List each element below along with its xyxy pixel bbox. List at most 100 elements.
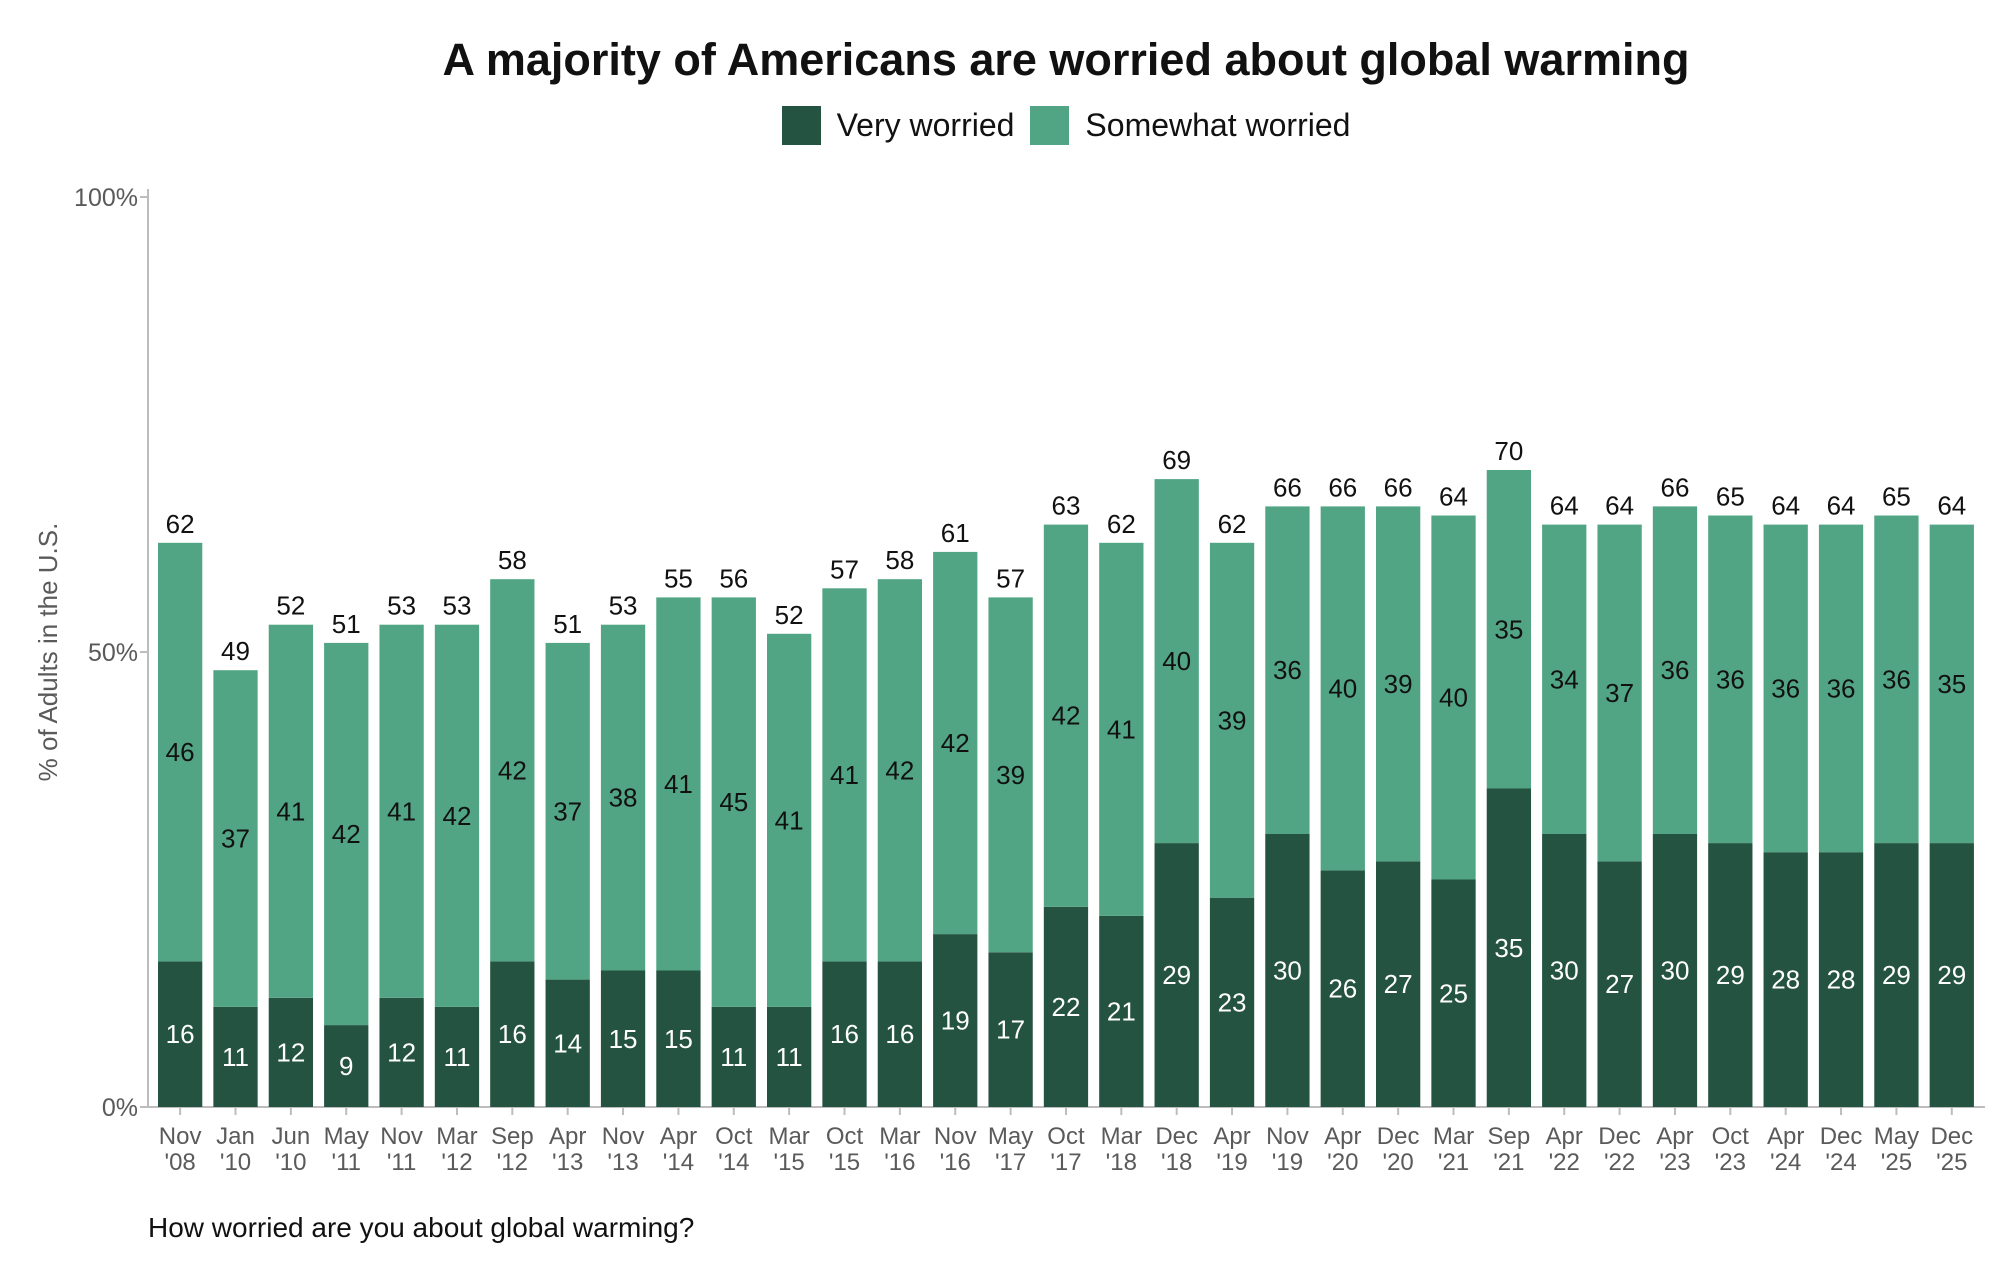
data-label-somewhat-worried: 41 xyxy=(276,796,305,826)
data-label-total: 52 xyxy=(775,600,804,630)
data-label-very-worried: 12 xyxy=(276,1037,305,1067)
x-tick-label-year: '19 xyxy=(1216,1149,1247,1176)
x-tick-label-month: Nov xyxy=(934,1123,977,1150)
data-label-somewhat-worried: 42 xyxy=(498,755,527,785)
survey-question: How worried are you about global warming… xyxy=(148,1212,695,1243)
data-label-somewhat-worried: 36 xyxy=(1827,673,1856,703)
x-tick-label-month: Sep xyxy=(1488,1123,1531,1150)
data-label-very-worried: 29 xyxy=(1716,960,1745,990)
bar-somewhat-worried xyxy=(1763,524,1808,853)
bar-somewhat-worried xyxy=(1486,470,1532,789)
x-tick-label-year: '18 xyxy=(1106,1149,1137,1176)
data-label-very-worried: 21 xyxy=(1107,996,1136,1026)
data-label-total: 66 xyxy=(1384,472,1413,502)
data-label-very-worried: 28 xyxy=(1827,965,1856,995)
bar-somewhat-worried xyxy=(1929,524,1974,844)
data-label-somewhat-worried: 40 xyxy=(1162,646,1191,676)
bar-very-worried xyxy=(1874,843,1919,1107)
x-tick-label-month: May xyxy=(988,1123,1033,1150)
x-tick-label-year: '21 xyxy=(1438,1149,1469,1176)
bar-very-worried xyxy=(933,934,978,1107)
bar-very-worried xyxy=(1652,834,1698,1107)
bar-somewhat-worried xyxy=(1209,542,1255,898)
bar-very-worried xyxy=(1154,843,1199,1107)
bar-very-worried xyxy=(1542,834,1587,1107)
bar-somewhat-worried xyxy=(1708,515,1753,844)
bar-very-worried xyxy=(213,1006,258,1107)
data-label-very-worried: 30 xyxy=(1661,956,1690,986)
data-label-total: 52 xyxy=(276,591,305,621)
x-tick-label-year: '23 xyxy=(1715,1149,1746,1176)
data-label-total: 64 xyxy=(1937,491,1966,521)
bar-somewhat-worried xyxy=(1376,506,1421,862)
bar-somewhat-worried xyxy=(822,588,867,962)
data-label-total: 61 xyxy=(941,518,970,548)
data-label-somewhat-worried: 36 xyxy=(1771,673,1800,703)
bar-somewhat-worried xyxy=(545,642,590,980)
bar-somewhat-worried xyxy=(1874,515,1919,844)
bar-somewhat-worried xyxy=(711,597,756,1007)
data-label-total: 62 xyxy=(1107,509,1136,539)
x-tick-label-year: '15 xyxy=(774,1149,805,1176)
bar-very-worried xyxy=(656,970,701,1107)
bar-somewhat-worried xyxy=(1320,506,1365,871)
data-label-total: 57 xyxy=(830,554,859,584)
x-tick-label-month: Sep xyxy=(491,1123,534,1150)
data-label-very-worried: 29 xyxy=(1937,960,1966,990)
x-tick-label-month: Dec xyxy=(1155,1123,1198,1150)
x-tick-label-year: '18 xyxy=(1161,1149,1192,1176)
data-label-very-worried: 11 xyxy=(222,1042,249,1072)
data-label-total: 63 xyxy=(1052,491,1081,521)
x-tick-label-year: '24 xyxy=(1825,1149,1856,1176)
x-tick-label-month: Oct xyxy=(1047,1123,1085,1150)
data-label-very-worried: 22 xyxy=(1052,992,1081,1022)
data-label-total: 53 xyxy=(609,591,638,621)
x-tick-label-year: '23 xyxy=(1659,1149,1690,1176)
x-tick-label-month: Nov xyxy=(380,1123,423,1150)
x-tick-label-year: '12 xyxy=(497,1149,528,1176)
data-label-very-worried: 15 xyxy=(664,1024,693,1054)
x-tick-label-month: Dec xyxy=(1820,1123,1863,1150)
data-label-very-worried: 30 xyxy=(1550,956,1579,986)
legend-item-somewhat-worried: Somewhat worried xyxy=(1030,106,1350,145)
bar-very-worried xyxy=(1376,861,1421,1107)
x-tick-label-month: Oct xyxy=(826,1123,864,1150)
bar-very-worried xyxy=(1708,843,1753,1107)
data-label-total: 53 xyxy=(387,591,416,621)
bar-somewhat-worried xyxy=(1154,479,1199,844)
data-label-somewhat-worried: 37 xyxy=(221,824,250,854)
legend-swatch-somewhat-worried xyxy=(1030,106,1070,145)
data-label-somewhat-worried: 42 xyxy=(443,801,472,831)
bar-very-worried xyxy=(1320,870,1365,1107)
data-label-very-worried: 25 xyxy=(1439,978,1468,1008)
data-label-very-worried: 11 xyxy=(776,1042,803,1072)
bar-very-worried xyxy=(711,1006,756,1107)
bar-somewhat-worried xyxy=(324,642,369,1026)
x-tick-label-year: '20 xyxy=(1327,1149,1358,1176)
data-label-very-worried: 11 xyxy=(443,1042,470,1072)
data-label-very-worried: 35 xyxy=(1494,933,1523,963)
x-tick-label-year: '14 xyxy=(718,1149,749,1176)
bar-somewhat-worried xyxy=(268,624,314,998)
x-tick-label-month: Dec xyxy=(1930,1123,1973,1150)
data-label-very-worried: 15 xyxy=(609,1024,638,1054)
legend-label-somewhat-worried: Somewhat worried xyxy=(1085,107,1351,143)
bar-somewhat-worried xyxy=(767,633,812,1007)
x-tick-label-month: Nov xyxy=(1266,1123,1309,1150)
x-tick-label-year: '13 xyxy=(607,1149,638,1176)
x-tick-label-year: '10 xyxy=(220,1149,251,1176)
x-tick-label-month: Nov xyxy=(602,1123,645,1150)
data-label-total: 58 xyxy=(885,545,914,575)
x-tick-label-month: Apr xyxy=(1546,1123,1583,1150)
data-label-somewhat-worried: 41 xyxy=(1107,714,1136,744)
x-tick-label-year: '12 xyxy=(441,1149,472,1176)
data-label-very-worried: 14 xyxy=(553,1028,582,1058)
x-tick-label-month: Oct xyxy=(1712,1123,1750,1150)
data-label-somewhat-worried: 45 xyxy=(719,787,748,817)
x-tick-label-month: Dec xyxy=(1377,1123,1420,1150)
x-tick-label-year: '20 xyxy=(1383,1149,1414,1176)
data-label-total: 65 xyxy=(1882,482,1911,512)
data-label-total: 64 xyxy=(1605,491,1634,521)
data-label-total: 64 xyxy=(1771,491,1800,521)
